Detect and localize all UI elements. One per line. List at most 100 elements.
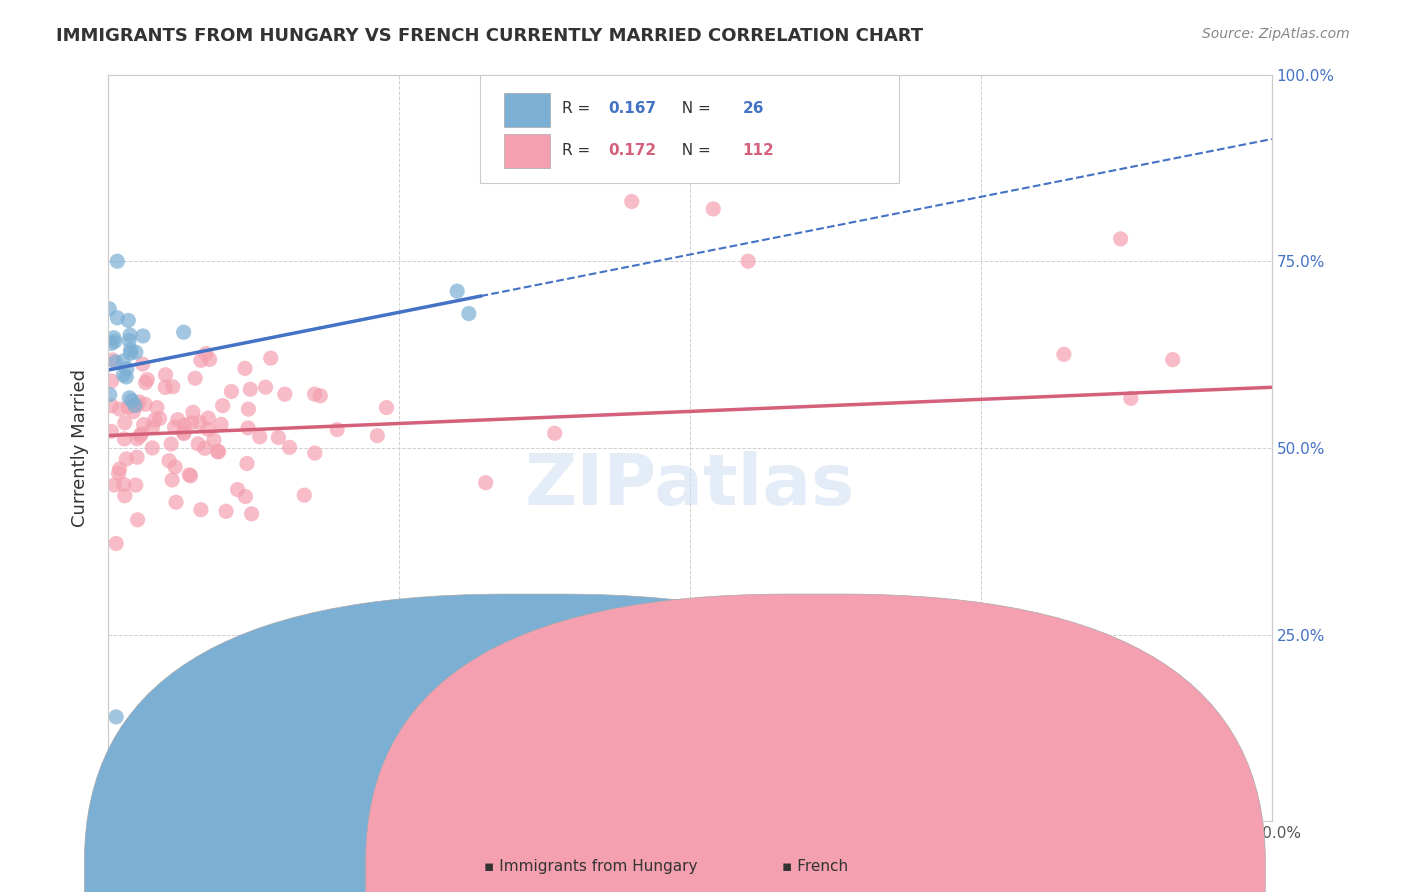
Immigrants from Hungary [115, 361, 138, 376]
French [278, 441, 301, 455]
Immigrants from Hungary [105, 710, 128, 724]
French [114, 416, 136, 430]
French [132, 417, 155, 432]
French [239, 382, 262, 396]
French [173, 425, 195, 440]
French [215, 504, 238, 518]
Text: IMMIGRANTS FROM HUNGARY VS FRENCH CURRENTLY MARRIED CORRELATION CHART: IMMIGRANTS FROM HUNGARY VS FRENCH CURREN… [56, 27, 924, 45]
French [100, 425, 122, 439]
French [620, 194, 643, 209]
French [179, 467, 201, 482]
French [737, 254, 759, 268]
French [544, 426, 567, 441]
Immigrants from Hungary [446, 284, 468, 298]
French [236, 421, 259, 435]
French [679, 164, 702, 178]
French [143, 413, 166, 427]
Immigrants from Hungary [117, 313, 139, 327]
French [190, 502, 212, 516]
French [103, 478, 125, 492]
Text: 0.172: 0.172 [609, 144, 657, 158]
French [155, 380, 177, 394]
Immigrants from Hungary [112, 368, 135, 382]
French [141, 441, 163, 455]
Text: 26: 26 [742, 101, 763, 116]
French [160, 437, 183, 451]
French [202, 433, 225, 447]
Immigrants from Hungary [105, 254, 128, 268]
French [690, 680, 713, 694]
French [105, 536, 128, 550]
French [249, 430, 271, 444]
Immigrants from Hungary [115, 370, 138, 384]
French [134, 397, 156, 411]
French [100, 374, 122, 388]
French [1161, 352, 1184, 367]
Immigrants from Hungary [125, 345, 148, 359]
French [128, 395, 150, 409]
French [125, 478, 148, 492]
French [188, 416, 211, 430]
French [304, 446, 326, 460]
French [173, 418, 195, 433]
French [125, 450, 148, 465]
Immigrants from Hungary [120, 328, 142, 343]
French [375, 401, 398, 415]
French [108, 462, 131, 476]
French [221, 384, 243, 399]
French [162, 380, 184, 394]
Immigrants from Hungary [100, 336, 122, 351]
French [309, 389, 332, 403]
French [830, 657, 852, 672]
French [136, 372, 159, 386]
French [165, 495, 187, 509]
Text: ▪ Immigrants from Hungary: ▪ Immigrants from Hungary [484, 859, 697, 874]
French [129, 427, 152, 442]
French [236, 457, 259, 471]
Text: N =: N = [672, 144, 716, 158]
French [260, 351, 283, 366]
Immigrants from Hungary [104, 355, 127, 369]
French [274, 387, 297, 401]
French [655, 657, 678, 672]
French [304, 387, 326, 401]
French [1053, 347, 1076, 361]
French [100, 399, 122, 413]
French [160, 473, 183, 487]
French [180, 468, 202, 483]
Text: ZIPatlas: ZIPatlas [524, 450, 855, 520]
French [163, 420, 186, 434]
French [794, 650, 817, 665]
Immigrants from Hungary [98, 301, 121, 316]
French [166, 413, 188, 427]
Immigrants from Hungary [132, 329, 155, 343]
French [135, 376, 157, 390]
French [129, 429, 152, 443]
French [226, 483, 249, 497]
French [173, 426, 195, 441]
French [207, 444, 229, 458]
Immigrants from Hungary [98, 388, 121, 402]
French [208, 444, 231, 458]
French [125, 398, 148, 412]
FancyBboxPatch shape [481, 70, 900, 183]
French [209, 417, 232, 432]
French [180, 416, 202, 430]
French [702, 202, 724, 216]
French [108, 402, 131, 417]
French [157, 454, 180, 468]
Immigrants from Hungary [173, 325, 195, 339]
Immigrants from Hungary [121, 393, 143, 408]
French [181, 405, 204, 419]
French [366, 428, 388, 442]
French [326, 423, 349, 437]
French [146, 401, 169, 415]
French [155, 368, 177, 382]
French [101, 353, 124, 368]
Text: Source: ZipAtlas.com: Source: ZipAtlas.com [1202, 27, 1350, 41]
Text: R =: R = [562, 101, 595, 116]
French [117, 401, 139, 415]
French [197, 422, 219, 436]
Immigrants from Hungary [104, 334, 127, 349]
French [267, 430, 290, 444]
